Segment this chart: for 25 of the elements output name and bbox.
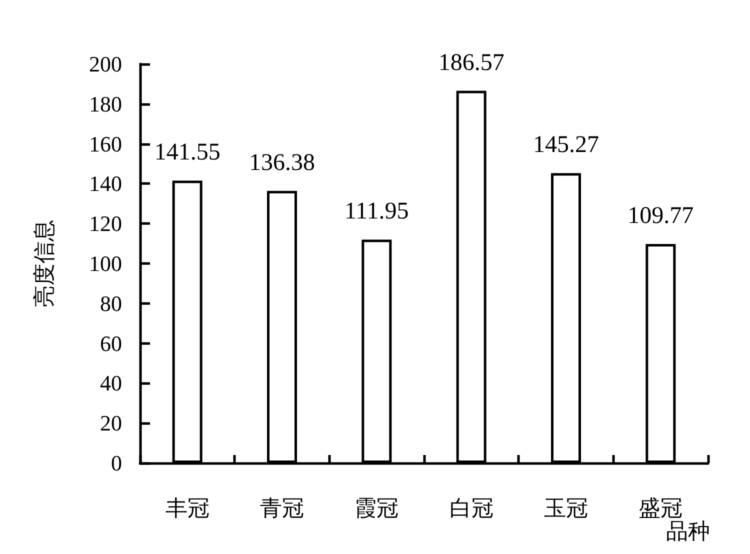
- x-tick-label: 丰冠: [165, 496, 210, 520]
- y-tick-label: 20: [100, 410, 122, 436]
- data-label: 109.77: [628, 203, 694, 230]
- y-tick-label: 100: [89, 251, 122, 276]
- data-label: 141.55: [154, 140, 220, 166]
- y-tick-label: 60: [100, 330, 122, 356]
- y-tick-label: 80: [100, 290, 122, 316]
- y-tick-label: 0: [111, 450, 122, 476]
- x-axis-title: 品种: [666, 518, 710, 544]
- x-tick-label: 盛冠: [638, 496, 683, 520]
- y-tick-label: 140: [89, 171, 122, 196]
- data-label: 145.27: [533, 132, 599, 158]
- y-tick-label: 160: [89, 131, 122, 156]
- y-tick-label: 120: [89, 211, 122, 236]
- data-label: 111.95: [344, 198, 409, 225]
- data-label: 136.38: [249, 150, 315, 176]
- y-tick-label: 200: [89, 52, 122, 76]
- data-label: 186.57: [438, 50, 504, 76]
- x-tick-label: 白冠: [449, 496, 494, 520]
- y-tick-label: 180: [89, 91, 122, 116]
- y-axis-title: 亮度信息: [32, 220, 56, 308]
- y-tick-label: 40: [100, 370, 122, 396]
- x-tick-label: 霞冠: [354, 496, 399, 520]
- x-tick-label: 青冠: [260, 496, 304, 520]
- x-tick-label: 玉冠: [544, 496, 588, 520]
